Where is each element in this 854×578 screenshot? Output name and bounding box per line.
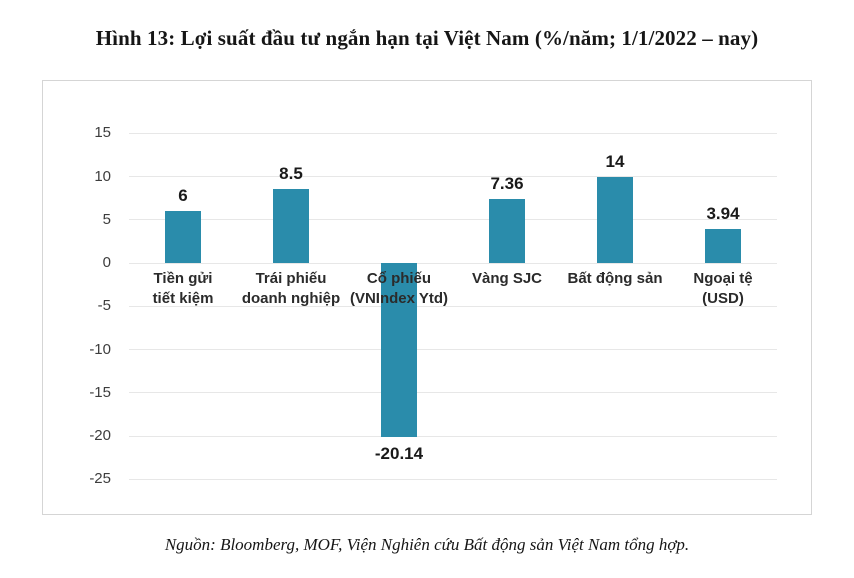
- gridline--5: [129, 305, 777, 307]
- gridline-0: [129, 262, 777, 264]
- category-label: Tiền gửi tiết kiệm: [152, 270, 214, 307]
- y-axis-tick-label: -15: [89, 383, 111, 401]
- category-label: Ngoại tệ (USD): [693, 270, 753, 307]
- y-axis-tick-label: -25: [89, 470, 111, 488]
- gridline--25: [129, 478, 777, 480]
- category-label: Bất động sản: [567, 270, 663, 287]
- bar-value-label: 7.36: [490, 174, 524, 194]
- bar-2: [273, 189, 309, 263]
- bar-value-label: 14: [605, 151, 625, 171]
- bar-5: [597, 176, 633, 263]
- y-axis-tick-label: -10: [89, 340, 111, 358]
- y-axis-tick-label: 10: [94, 167, 111, 185]
- bar-value-label: -20.14: [374, 444, 424, 464]
- y-axis-tick-label: -5: [97, 297, 111, 315]
- y-axis-tick-label: -20: [89, 427, 111, 444]
- chart-title: Hình 13: Lợi suất đầu tư ngắn hạn tại Vi…: [95, 26, 759, 50]
- category-label: Trái phiếu doanh nghiệp: [241, 270, 341, 307]
- y-axis-tick-label: 15: [94, 124, 111, 142]
- bar-value-label: 3.94: [706, 203, 740, 223]
- bar-3: [381, 263, 417, 438]
- gridline--20: [129, 435, 777, 437]
- gridline-5: [129, 219, 777, 221]
- y-axis-tick-label: 5: [102, 210, 111, 228]
- category-label: Cổ phiếu (VNIndex Ytd): [349, 270, 449, 307]
- bar-6: [705, 228, 741, 263]
- bar-value-label: 6: [178, 186, 188, 206]
- bar-1: [165, 211, 201, 263]
- plot-area: 15 10 5 0 -5 -10 -15 -20 -25 6 Tiền gửi tiết kiệm 8.…: [43, 81, 811, 514]
- category-label: Vàng SJC: [471, 270, 543, 287]
- gridline-10: [129, 176, 777, 177]
- source-caption: Nguồn: Bloomberg, MOF, Viện Nghiên cứu B…: [164, 535, 690, 554]
- chart-panel: 15 10 5 0 -5 -10 -15 -20 -25 6 Tiền gửi tiết kiệm 8.…: [42, 80, 812, 515]
- bar-4: [489, 199, 525, 263]
- gridline-15: [129, 132, 777, 134]
- y-axis-tick-label: 0: [102, 254, 111, 271]
- gridline--10: [129, 349, 777, 350]
- gridline--15: [129, 392, 777, 394]
- bar-value-label: 8.5: [279, 164, 303, 184]
